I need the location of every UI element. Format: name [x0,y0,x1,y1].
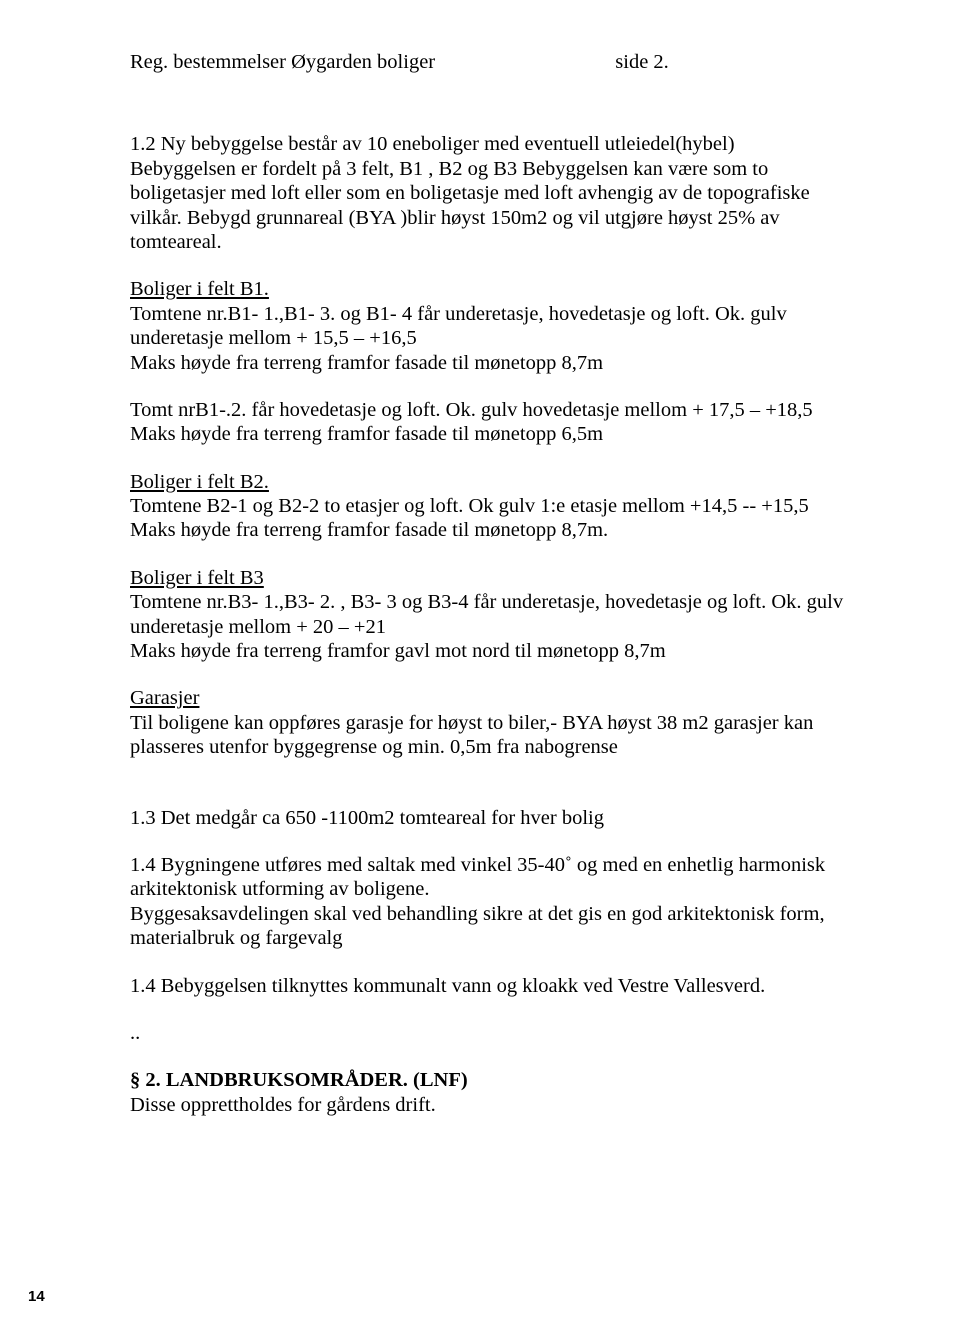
heading-b2: Boliger i felt B2. [130,470,845,494]
heading-b1: Boliger i felt B1. [130,277,845,301]
b1b-line1: Tomt nrB1-.2. får hovedetasje og loft. O… [130,398,845,447]
b3-line2: Maks høyde fra terreng framfor gavl mot … [130,639,845,663]
block-b1b: Tomt nrB1-.2. får hovedetasje og loft. O… [130,398,845,447]
block-garasjer: Garasjer Til boligene kan oppføres garas… [130,686,845,759]
block-b2: Boliger i felt B2. Tomtene B2-1 og B2-2 … [130,470,845,543]
dots: .. [130,1021,845,1045]
header-title: Reg. bestemmelser Øygarden boliger [130,51,435,73]
section-2-title: § 2. LANDBRUKSOMRÅDER. (LNF) [130,1068,845,1092]
b1-line2: Maks høyde fra terreng framfor fasade ti… [130,351,845,375]
block-1-4a: 1.4 Bygningene utføres med saltak med vi… [130,853,845,951]
b3-line1: Tomtene nr.B3- 1.,B3- 2. , B3- 3 og B3-4… [130,590,845,639]
para-1-3: 1.3 Det medgår ca 650 -1100m2 tomteareal… [130,806,845,830]
para-1-4a2: Byggesaksavdelingen skal ved behandling … [130,902,845,951]
section-2-body: Disse opprettholdes for gårdens drift. [130,1093,845,1117]
page-number: 14 [28,1288,45,1305]
section-2: § 2. LANDBRUKSOMRÅDER. (LNF) Disse oppre… [130,1068,845,1117]
heading-b3: Boliger i felt B3 [130,566,845,590]
b1-line1: Tomtene nr.B1- 1.,B1- 3. og B1- 4 får un… [130,302,845,351]
b2-line1: Tomtene B2-1 og B2-2 to etasjer og loft.… [130,494,845,543]
garasjer-line1: Til boligene kan oppføres garasje for hø… [130,711,845,760]
para-1-4b: 1.4 Bebyggelsen tilknyttes kommunalt van… [130,974,845,998]
header-page: side 2. [615,50,669,74]
para-1-2: 1.2 Ny bebyggelse består av 10 enebolige… [130,132,845,254]
block-b1: Boliger i felt B1. Tomtene nr.B1- 1.,B1-… [130,277,845,375]
block-b3: Boliger i felt B3 Tomtene nr.B3- 1.,B3- … [130,566,845,664]
page-header: Reg. bestemmelser Øygarden boliger side … [130,50,845,74]
para-1-4a: 1.4 Bygningene utføres med saltak med vi… [130,853,845,902]
heading-garasjer: Garasjer [130,686,845,710]
